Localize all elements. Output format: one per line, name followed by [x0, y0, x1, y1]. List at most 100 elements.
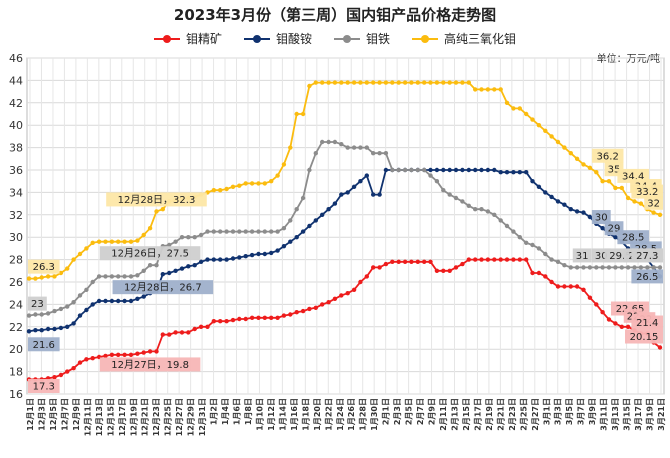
data-point [415, 259, 420, 264]
data-point [116, 239, 121, 244]
y-tick-label: 38 [9, 142, 23, 155]
data-point [504, 223, 510, 229]
data-point [498, 218, 503, 223]
data-label-box [591, 210, 611, 225]
x-tick-label: 12月29日 [187, 398, 196, 436]
data-point [109, 352, 115, 357]
data-label: 32 [647, 198, 660, 209]
data-point [422, 167, 427, 173]
x-tick-label: 2月19日 [485, 398, 494, 431]
x-tick-label: 2月9日 [428, 398, 437, 425]
data-point [492, 87, 497, 92]
data-point [434, 80, 440, 85]
data-point [45, 311, 51, 316]
data-point [230, 317, 236, 323]
data-point [613, 235, 618, 240]
data-label: 26.5 [636, 272, 658, 283]
data-point [517, 170, 522, 175]
y-tick-label: 24 [9, 298, 23, 311]
data-point [96, 239, 102, 244]
data-point [154, 209, 159, 214]
data-point [447, 192, 452, 197]
data-point [645, 265, 650, 270]
data-point [224, 229, 229, 234]
data-point [555, 199, 561, 204]
data-label: 23 [31, 299, 44, 310]
data-point [536, 246, 542, 251]
data-point [524, 111, 529, 117]
data-label: 29.5 [609, 251, 631, 262]
legend-label: 钼酸铵 [275, 32, 312, 46]
x-tick-label: 12月5日 [49, 398, 58, 431]
data-point [492, 167, 497, 173]
data-point [313, 218, 318, 223]
data-point [275, 315, 280, 320]
data-point [65, 369, 70, 374]
x-tick-label: 1月18日 [301, 398, 310, 431]
data-point [320, 80, 325, 85]
data-point [511, 170, 516, 175]
legend-swatch-icon [243, 34, 270, 44]
data-point [657, 265, 663, 270]
data-point [415, 80, 420, 85]
data-point [262, 251, 267, 257]
data-point [186, 264, 191, 269]
data-point [71, 366, 76, 371]
data-point [103, 353, 108, 359]
x-tick-label: 2月21日 [496, 398, 505, 431]
data-point [262, 229, 267, 234]
data-point [524, 257, 529, 262]
y-tick-label: 36 [9, 164, 23, 177]
y-tick-label: 32 [9, 209, 23, 222]
data-point [473, 167, 478, 173]
data-point [326, 207, 331, 212]
data-point [396, 259, 401, 264]
data-point [84, 246, 89, 251]
data-point [58, 325, 64, 331]
data-point [351, 184, 357, 189]
data-point [243, 316, 248, 322]
data-point [26, 276, 32, 281]
data-point [160, 207, 165, 212]
data-point [574, 265, 580, 270]
legend-label: 高纯三氧化钼 [444, 32, 517, 46]
data-point [147, 226, 153, 231]
data-point [211, 229, 216, 234]
data-point [307, 223, 312, 229]
data-point [581, 210, 586, 215]
data-point [625, 265, 631, 270]
data-point [71, 321, 76, 326]
x-tick-label: 1月28日 [359, 398, 368, 431]
x-tick-label: 12月25日 [164, 398, 173, 436]
x-tick-label: 1月26日 [347, 398, 356, 431]
data-point [281, 244, 287, 249]
data-point [498, 257, 503, 262]
data-point [632, 265, 637, 270]
data-point [198, 232, 204, 238]
data-point [281, 313, 287, 318]
data-point [320, 139, 325, 145]
data-label: 31 [576, 251, 589, 262]
x-tick-label: 3月5日 [565, 398, 574, 425]
data-point [135, 351, 140, 356]
data-label: 30 [595, 213, 608, 224]
data-point [460, 167, 465, 173]
data-point [453, 265, 459, 270]
data-point [441, 167, 446, 173]
data-point [562, 284, 567, 289]
y-tick-label: 18 [9, 366, 23, 379]
data-label-box [625, 329, 663, 344]
data-point [377, 192, 382, 197]
data-label-box [631, 315, 663, 330]
data-point [45, 274, 51, 279]
data-point [396, 80, 401, 85]
data-point [504, 170, 510, 175]
data-point [574, 284, 580, 289]
data-point [568, 151, 573, 156]
data-point [326, 300, 331, 305]
data-label: 30 [595, 251, 608, 262]
x-tick-label: 2月25日 [519, 398, 528, 431]
x-tick-label: 12月11日 [83, 398, 92, 436]
data-point [230, 229, 236, 234]
data-point [288, 145, 293, 150]
